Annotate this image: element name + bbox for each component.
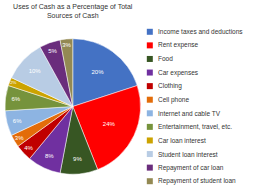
svg-text:3%: 3% bbox=[62, 42, 71, 48]
svg-text:Rent expense: Rent expense bbox=[158, 41, 198, 49]
svg-text:Car expenses: Car expenses bbox=[158, 69, 199, 77]
svg-text:Cell phone: Cell phone bbox=[158, 96, 189, 104]
svg-text:3%: 3% bbox=[15, 135, 24, 141]
svg-text:9%: 9% bbox=[73, 156, 82, 162]
svg-text:Food: Food bbox=[158, 55, 173, 62]
svg-text:6%: 6% bbox=[13, 118, 22, 124]
svg-text:Income taxes and deductions: Income taxes and deductions bbox=[158, 28, 243, 35]
svg-text:2%: 2% bbox=[10, 80, 16, 85]
svg-text:Entertainment, travel, etc.: Entertainment, travel, etc. bbox=[158, 123, 232, 130]
svg-text:10%: 10% bbox=[29, 68, 42, 74]
svg-text:6%: 6% bbox=[11, 96, 20, 102]
svg-text:Student loan interest: Student loan interest bbox=[158, 151, 218, 158]
svg-text:Uses of Cash as a Percentage o: Uses of Cash as a Percentage of TotalSou… bbox=[13, 3, 133, 19]
svg-text:4%: 4% bbox=[24, 145, 33, 151]
svg-text:24%: 24% bbox=[103, 121, 116, 127]
svg-text:8%: 8% bbox=[45, 153, 54, 159]
svg-text:Car loan interest: Car loan interest bbox=[158, 137, 206, 144]
svg-text:Repayment of car loan: Repayment of car loan bbox=[158, 164, 224, 172]
svg-text:Clothing: Clothing bbox=[158, 82, 182, 90]
svg-text:20%: 20% bbox=[92, 69, 105, 75]
svg-text:Repayment of student loan: Repayment of student loan bbox=[158, 177, 236, 185]
svg-text:Internet and cable TV: Internet and cable TV bbox=[158, 110, 221, 117]
svg-text:5%: 5% bbox=[48, 48, 57, 54]
